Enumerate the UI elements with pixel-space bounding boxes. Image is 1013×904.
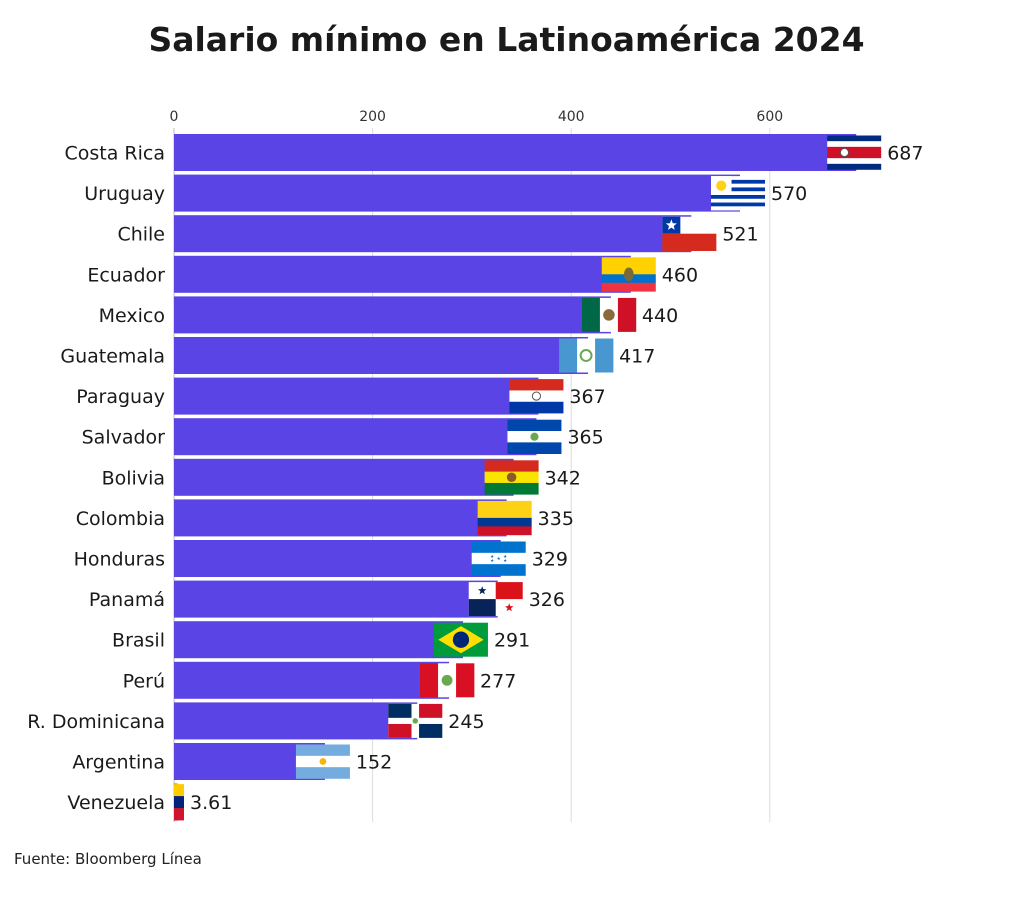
category-labels: Costa Rica Uruguay Chile Ecuador Mexico Guate… <box>27 143 165 815</box>
category-label: Argentina <box>72 752 165 774</box>
category-label: Venezuela <box>67 792 165 814</box>
bar <box>174 458 514 496</box>
honduras-flag <box>471 541 526 576</box>
x-tick-label: 400 <box>558 109 585 125</box>
source-note: Fuente: Bloomberg Línea <box>14 850 202 868</box>
category-label: R. Dominicana <box>27 711 165 733</box>
bar <box>174 418 537 456</box>
bar <box>174 580 498 618</box>
bar <box>174 255 631 293</box>
category-label: Costa Rica <box>65 143 166 165</box>
value-label: 342 <box>545 467 581 489</box>
category-label: Brasil <box>112 630 165 652</box>
dominican-republic-flag <box>388 703 443 738</box>
category-label: Honduras <box>74 549 165 571</box>
value-label: 570 <box>771 183 807 205</box>
category-label: Paraguay <box>76 386 165 408</box>
costa-rica-flag <box>827 135 882 170</box>
argentina-flag <box>295 744 350 779</box>
bar <box>174 174 741 212</box>
bars <box>174 134 857 821</box>
peru-flag <box>420 663 475 698</box>
brazil-flag <box>433 622 488 657</box>
value-label: 440 <box>642 305 678 327</box>
paraguay-flag <box>509 379 564 414</box>
value-label: 460 <box>662 264 698 286</box>
x-tick-label: 600 <box>756 109 783 125</box>
category-label: Panamá <box>89 589 165 611</box>
category-label: Bolivia <box>102 467 165 489</box>
category-label: Salvador <box>82 427 166 449</box>
value-label: 277 <box>480 670 516 692</box>
category-label: Colombia <box>76 508 165 530</box>
category-label: Uruguay <box>84 183 165 205</box>
value-label: 329 <box>532 549 568 571</box>
x-axis-ticks: 0 200 400 600 <box>170 109 784 125</box>
flags <box>174 135 882 821</box>
value-label: 365 <box>567 427 603 449</box>
category-label: Mexico <box>99 305 165 327</box>
mexico-flag <box>581 297 637 332</box>
bar <box>174 337 589 374</box>
bar <box>174 540 501 577</box>
value-label: 335 <box>538 508 574 530</box>
bar <box>174 702 418 740</box>
bar <box>174 296 611 334</box>
chart-title: Salario mínimo en Latinoamérica 2024 <box>148 20 865 59</box>
bar <box>174 377 539 415</box>
value-label: 687 <box>887 143 923 165</box>
x-tick-label: 0 <box>170 109 179 125</box>
panama-flag <box>468 582 523 617</box>
bar <box>174 215 692 253</box>
uruguay-flag <box>711 176 766 211</box>
bar <box>174 134 857 171</box>
bolivia-flag <box>484 460 539 495</box>
category-label: Guatemala <box>60 346 165 368</box>
value-label: 521 <box>722 224 758 246</box>
chile-flag <box>662 216 717 251</box>
x-tick-label: 200 <box>359 109 386 125</box>
value-label: 326 <box>529 589 565 611</box>
category-label: Chile <box>117 224 165 246</box>
bar <box>174 621 463 659</box>
value-label: 245 <box>448 711 484 733</box>
bar <box>174 661 450 699</box>
value-label: 3.61 <box>190 792 232 814</box>
guatemala-flag <box>559 338 614 373</box>
category-label: Ecuador <box>87 264 165 286</box>
bar <box>174 499 507 537</box>
colombia-flag <box>477 500 532 536</box>
value-labels: 687 570 521 460 440 417 367 365 342 335 329 326 291 2… <box>190 143 923 815</box>
category-label: Perú <box>123 670 165 692</box>
el-salvador-flag <box>507 419 562 454</box>
venezuela-flag <box>174 784 184 821</box>
value-label: 152 <box>356 752 392 774</box>
value-label: 417 <box>619 346 655 368</box>
value-label: 291 <box>494 630 530 652</box>
ecuador-flag <box>601 257 656 292</box>
value-label: 367 <box>569 386 605 408</box>
